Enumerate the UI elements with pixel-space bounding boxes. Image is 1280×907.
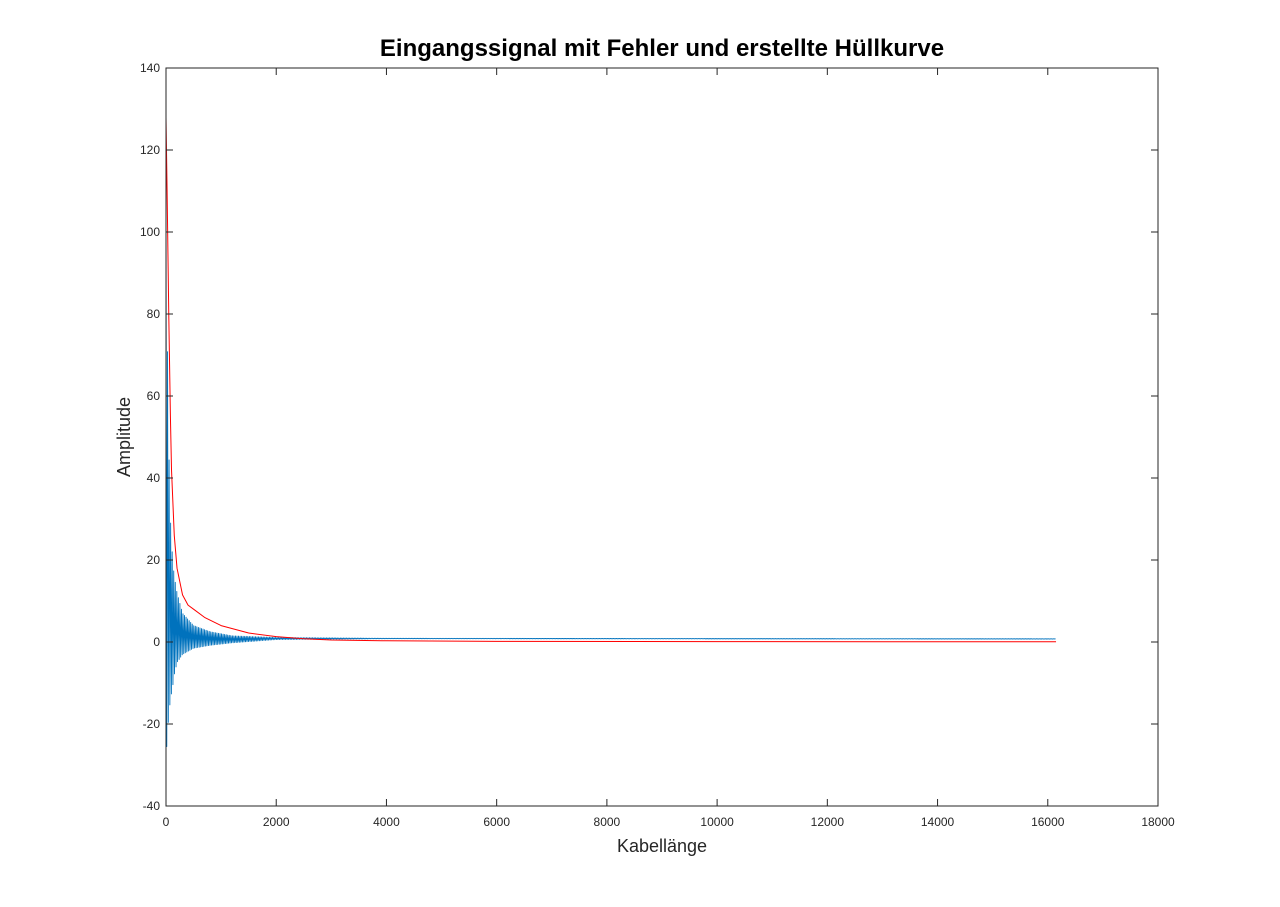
x-tick-label: 18000	[1141, 815, 1175, 829]
y-tick-label: -20	[143, 717, 161, 731]
series-line-signal	[165, 190, 1056, 747]
x-tick-label: 6000	[483, 815, 510, 829]
y-tick-label: 120	[140, 143, 160, 157]
x-tick-label: 2000	[263, 815, 290, 829]
x-tick-label: 10000	[700, 815, 734, 829]
y-tick-label: 100	[140, 225, 160, 239]
y-tick-label: 0	[153, 635, 160, 649]
y-tick-label: -40	[143, 799, 161, 813]
x-tick-label: 14000	[921, 815, 955, 829]
series-line-envelope	[165, 117, 1057, 643]
y-tick-label: 40	[147, 471, 161, 485]
ticklabel-layer: 0 2000 4000 6000 8000 10000 12000 14000 16000 180…	[140, 61, 1175, 829]
x-tick-label: 0	[163, 815, 170, 829]
y-tick-label: 20	[147, 553, 161, 567]
plot-area	[165, 117, 1057, 747]
x-tick-label: 8000	[594, 815, 621, 829]
y-tick-label: 80	[147, 307, 161, 321]
axes-box	[165, 67, 1159, 807]
x-axis-label: Kabellänge	[617, 836, 707, 856]
x-tick-label: 4000	[373, 815, 400, 829]
y-tick-label: 60	[147, 389, 161, 403]
y-axis-label: Amplitude	[114, 397, 134, 477]
x-tick-label: 16000	[1031, 815, 1065, 829]
x-tick-label: 12000	[811, 815, 845, 829]
y-tick-label: 140	[140, 61, 160, 75]
chart-title: Eingangssignal mit Fehler und erstellte …	[380, 35, 944, 62]
